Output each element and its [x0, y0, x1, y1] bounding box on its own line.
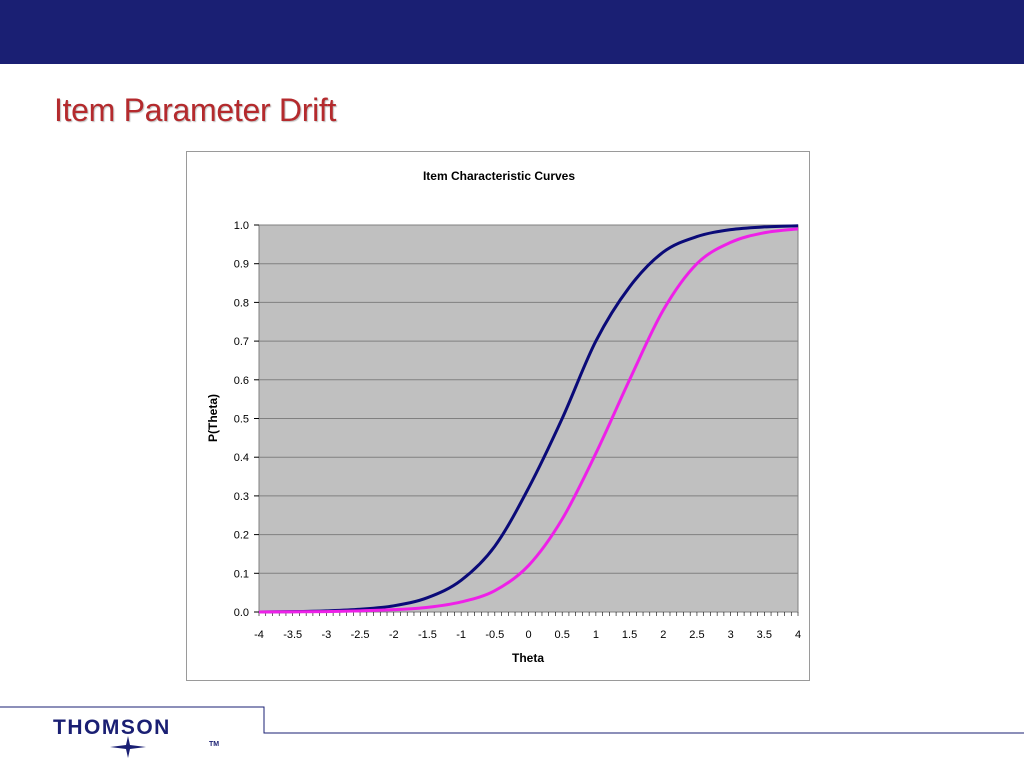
chart-frame: Item Characteristic Curves 0.0 0.1 0.2 0.3 0… [186, 151, 810, 681]
x-tick-label: -3.5 [283, 629, 302, 641]
x-tick-label: 0.5 [555, 629, 570, 641]
y-tick-label: 0.1 [234, 568, 249, 580]
y-axis-label: P(Theta) [206, 394, 220, 442]
y-tick-label: 0.5 [234, 414, 249, 426]
footer-divider [0, 706, 1024, 734]
x-axis: -4 -3.5 -3 -2.5 -2 -1.5 -1 -0.5 0 0.5 1 1.5 2 2.5 3 3.5… [254, 612, 801, 641]
x-tick-label: 2.5 [689, 629, 704, 641]
item-characteristic-chart: Item Characteristic Curves 0.00.10.20.30… [206, 169, 801, 665]
y-tick-label: 0.6 [234, 375, 249, 387]
series-layer [258, 224, 799, 614]
x-tick-label: -0.5 [485, 629, 504, 641]
series-line-2 [258, 227, 799, 614]
chart-title: Item Characteristic Curves [423, 169, 575, 183]
y-axis: 0.0 0.1 0.2 0.3 0.4 0.5 0.6 0.7 0.8 0.9 1.0 [234, 220, 259, 619]
x-tick-label: -4 [254, 629, 264, 641]
x-tick-label: -2 [389, 629, 399, 641]
y-tick-label: 1.0 [234, 220, 249, 232]
x-tick-label: -1.5 [418, 629, 437, 641]
y-tick-label: 0.0 [234, 607, 249, 619]
x-tick-label: 1 [593, 629, 599, 641]
thomson-logo-text: THOMSON [53, 716, 171, 739]
x-tick-label: -2.5 [351, 629, 370, 641]
star-burst-icon [110, 736, 146, 758]
y-tick-label: 0.3 [234, 491, 249, 503]
grid-lines [259, 263, 798, 574]
x-tick-label: -1 [456, 629, 466, 641]
x-tick-label: 2 [660, 629, 666, 641]
y-tick-label: 0.4 [234, 452, 249, 464]
y-tick-label: 0.9 [234, 259, 249, 271]
header-bar [0, 0, 1024, 64]
x-tick-label: -3 [321, 629, 331, 641]
y-tick-label: 0.2 [234, 530, 249, 542]
x-tick-label: 3 [728, 629, 734, 641]
x-tick-label: 3.5 [757, 629, 772, 641]
slide-title: Item Parameter Drift [54, 92, 337, 128]
y-tick-label: 0.7 [234, 336, 249, 348]
x-tick-label: 0 [525, 629, 531, 641]
x-tick-label: 4 [795, 629, 801, 641]
y-tick-label: 0.8 [234, 297, 249, 309]
trademark-mark: TM [209, 741, 220, 748]
x-tick-label: 1.5 [622, 629, 637, 641]
x-axis-label: Theta [512, 651, 544, 665]
